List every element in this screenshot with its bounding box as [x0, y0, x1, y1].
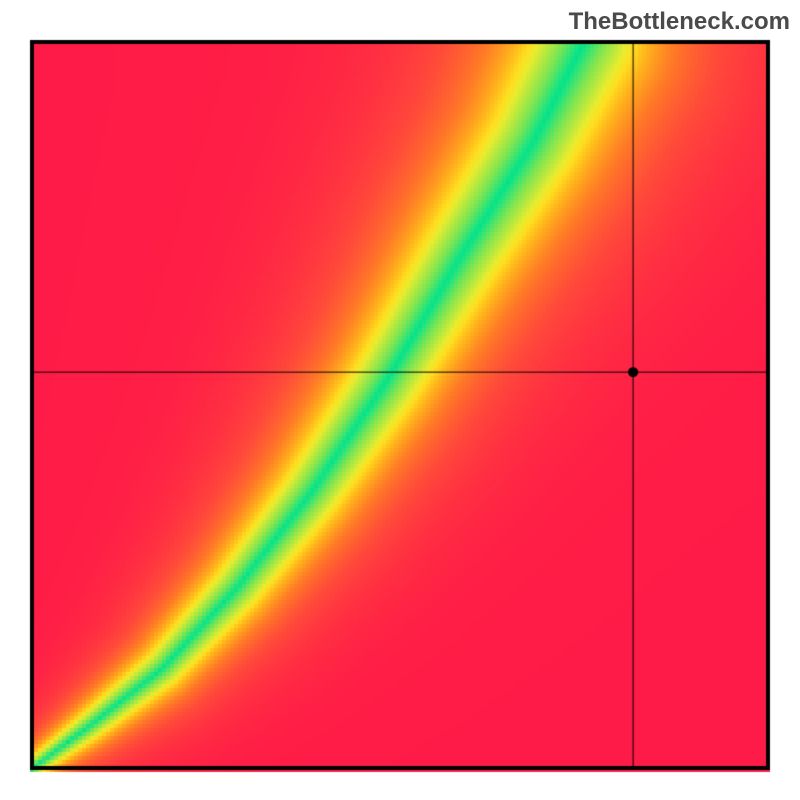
source-watermark: TheBottleneck.com	[569, 8, 790, 36]
bottleneck-heatmap-canvas	[0, 0, 800, 800]
chart-container: TheBottleneck.com	[0, 0, 800, 800]
